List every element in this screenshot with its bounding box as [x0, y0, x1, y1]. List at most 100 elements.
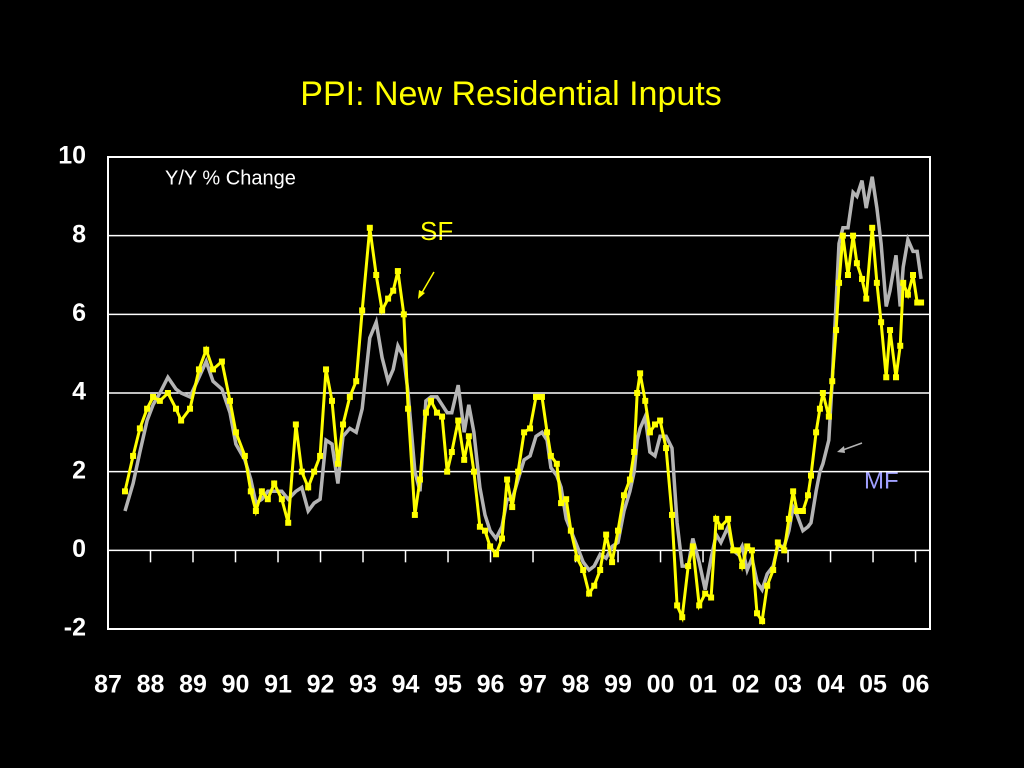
point-marker	[323, 366, 330, 373]
point-marker	[754, 610, 761, 617]
x-tick-label: 89	[179, 671, 207, 699]
point-marker	[825, 413, 832, 420]
point-marker	[461, 456, 468, 463]
point-marker	[620, 492, 627, 499]
point-marker	[574, 555, 581, 562]
point-marker	[586, 590, 593, 597]
point-marker	[689, 543, 696, 550]
series-line	[123, 176, 923, 594]
point-marker	[563, 496, 570, 503]
point-marker	[241, 452, 248, 459]
point-marker	[271, 480, 278, 487]
point-marker	[359, 307, 366, 314]
point-marker	[232, 429, 239, 436]
point-marker	[844, 272, 851, 278]
point-marker	[759, 618, 766, 625]
point-marker	[914, 299, 921, 306]
x-tick-label: 87	[94, 671, 122, 699]
point-marker	[642, 397, 649, 404]
plot-border	[107, 156, 931, 630]
point-marker	[764, 582, 771, 589]
point-marker	[646, 429, 653, 436]
point-marker	[455, 417, 462, 424]
point-marker	[878, 319, 885, 326]
point-marker	[799, 508, 806, 514]
point-marker	[909, 272, 916, 278]
point-marker	[637, 370, 644, 377]
x-tick-label: 02	[732, 671, 760, 699]
point-marker	[285, 519, 292, 526]
point-marker	[422, 409, 429, 416]
x-tick-label: 05	[859, 671, 887, 699]
point-marker	[918, 299, 925, 306]
point-marker	[839, 232, 846, 239]
point-marker	[793, 508, 800, 514]
point-marker	[390, 287, 397, 294]
point-marker	[334, 460, 341, 467]
y-tick-label: -2	[64, 614, 86, 642]
mf-arrowhead	[837, 446, 845, 453]
point-marker	[858, 275, 865, 282]
point-marker	[674, 602, 681, 609]
point-marker	[744, 543, 751, 550]
point-marker	[904, 291, 911, 298]
point-marker	[264, 496, 271, 503]
point-marker	[734, 547, 741, 554]
point-marker	[433, 409, 440, 416]
point-marker	[790, 488, 797, 495]
y-tick-label: 2	[72, 456, 86, 484]
point-marker	[292, 421, 299, 428]
y-tick-label: 6	[72, 299, 86, 327]
point-marker	[156, 397, 163, 404]
point-marker	[544, 429, 551, 436]
x-tick-label: 96	[477, 671, 505, 699]
x-tick-label: 01	[689, 671, 717, 699]
point-marker	[298, 468, 305, 475]
x-tick-label: 91	[264, 671, 292, 699]
point-marker	[580, 567, 587, 573]
point-marker	[509, 504, 516, 511]
point-marker	[439, 413, 446, 420]
point-marker	[669, 511, 676, 518]
point-marker	[487, 543, 494, 550]
point-marker	[652, 421, 659, 428]
point-marker	[195, 366, 202, 373]
point-marker	[411, 511, 418, 518]
point-marker	[813, 429, 820, 436]
y-tick-label: 4	[72, 378, 86, 406]
point-marker	[770, 567, 777, 573]
point-marker	[515, 468, 522, 475]
point-marker	[470, 468, 477, 475]
point-marker	[553, 460, 560, 467]
point-marker	[713, 515, 720, 522]
point-marker	[836, 279, 843, 286]
point-marker	[805, 492, 812, 499]
point-marker	[774, 539, 781, 546]
point-marker	[187, 405, 194, 412]
point-marker	[353, 378, 360, 385]
point-marker	[883, 374, 890, 381]
x-tick-label: 95	[434, 671, 462, 699]
x-tick-label: 98	[562, 671, 590, 699]
x-tick-label: 88	[137, 671, 165, 699]
y-tick-label: 8	[72, 220, 86, 248]
point-marker	[717, 523, 724, 530]
point-marker	[150, 393, 157, 400]
point-marker	[725, 515, 732, 522]
point-marker	[702, 590, 709, 597]
y-tick-label: 0	[72, 535, 86, 563]
point-marker	[748, 547, 755, 554]
point-marker	[209, 366, 216, 373]
point-marker	[819, 390, 826, 396]
point-marker	[685, 563, 692, 570]
point-marker	[476, 523, 483, 530]
point-marker	[829, 378, 836, 385]
chart-title: PPI: New Residential Inputs	[300, 75, 721, 113]
point-marker	[634, 390, 641, 396]
point-marker	[428, 397, 435, 404]
point-marker	[444, 468, 451, 475]
point-marker	[538, 393, 545, 400]
point-marker	[340, 421, 347, 428]
